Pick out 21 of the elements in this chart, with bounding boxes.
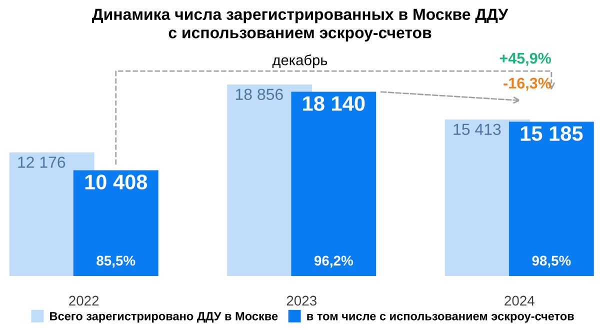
annotation: 98,5% xyxy=(532,256,571,268)
legend-label: Всего зарегистрировано ДДУ в Москве xyxy=(50,312,278,323)
data-label: 18 856 xyxy=(236,88,283,100)
x-tick-label: 2024 xyxy=(504,296,534,306)
data-label: 10 408 xyxy=(85,174,148,190)
data-label: 12 176 xyxy=(18,156,66,168)
chart-subtitle: декабрь xyxy=(272,54,328,68)
data-label: 15 413 xyxy=(454,124,501,136)
x-tick-label: 2023 xyxy=(286,296,316,306)
chart-title: Динамика числа зарегистрированных в Москве ДДУ с использованием эскроу-счетов xyxy=(92,8,508,42)
x-tick-label: 2022 xyxy=(69,296,99,306)
data-label: 18 140 xyxy=(303,96,365,111)
annotation: -16,3% xyxy=(504,78,552,91)
legend-label: в том числе с использованием эскроу-счетов xyxy=(307,314,574,323)
annotation: 85,5% xyxy=(96,256,136,268)
bar xyxy=(508,122,594,276)
data-label: 15 185 xyxy=(520,126,583,141)
text: +45,9% xyxy=(500,52,552,66)
bar xyxy=(73,170,158,276)
bar xyxy=(291,92,376,276)
annotation: 96,2% xyxy=(314,256,353,268)
